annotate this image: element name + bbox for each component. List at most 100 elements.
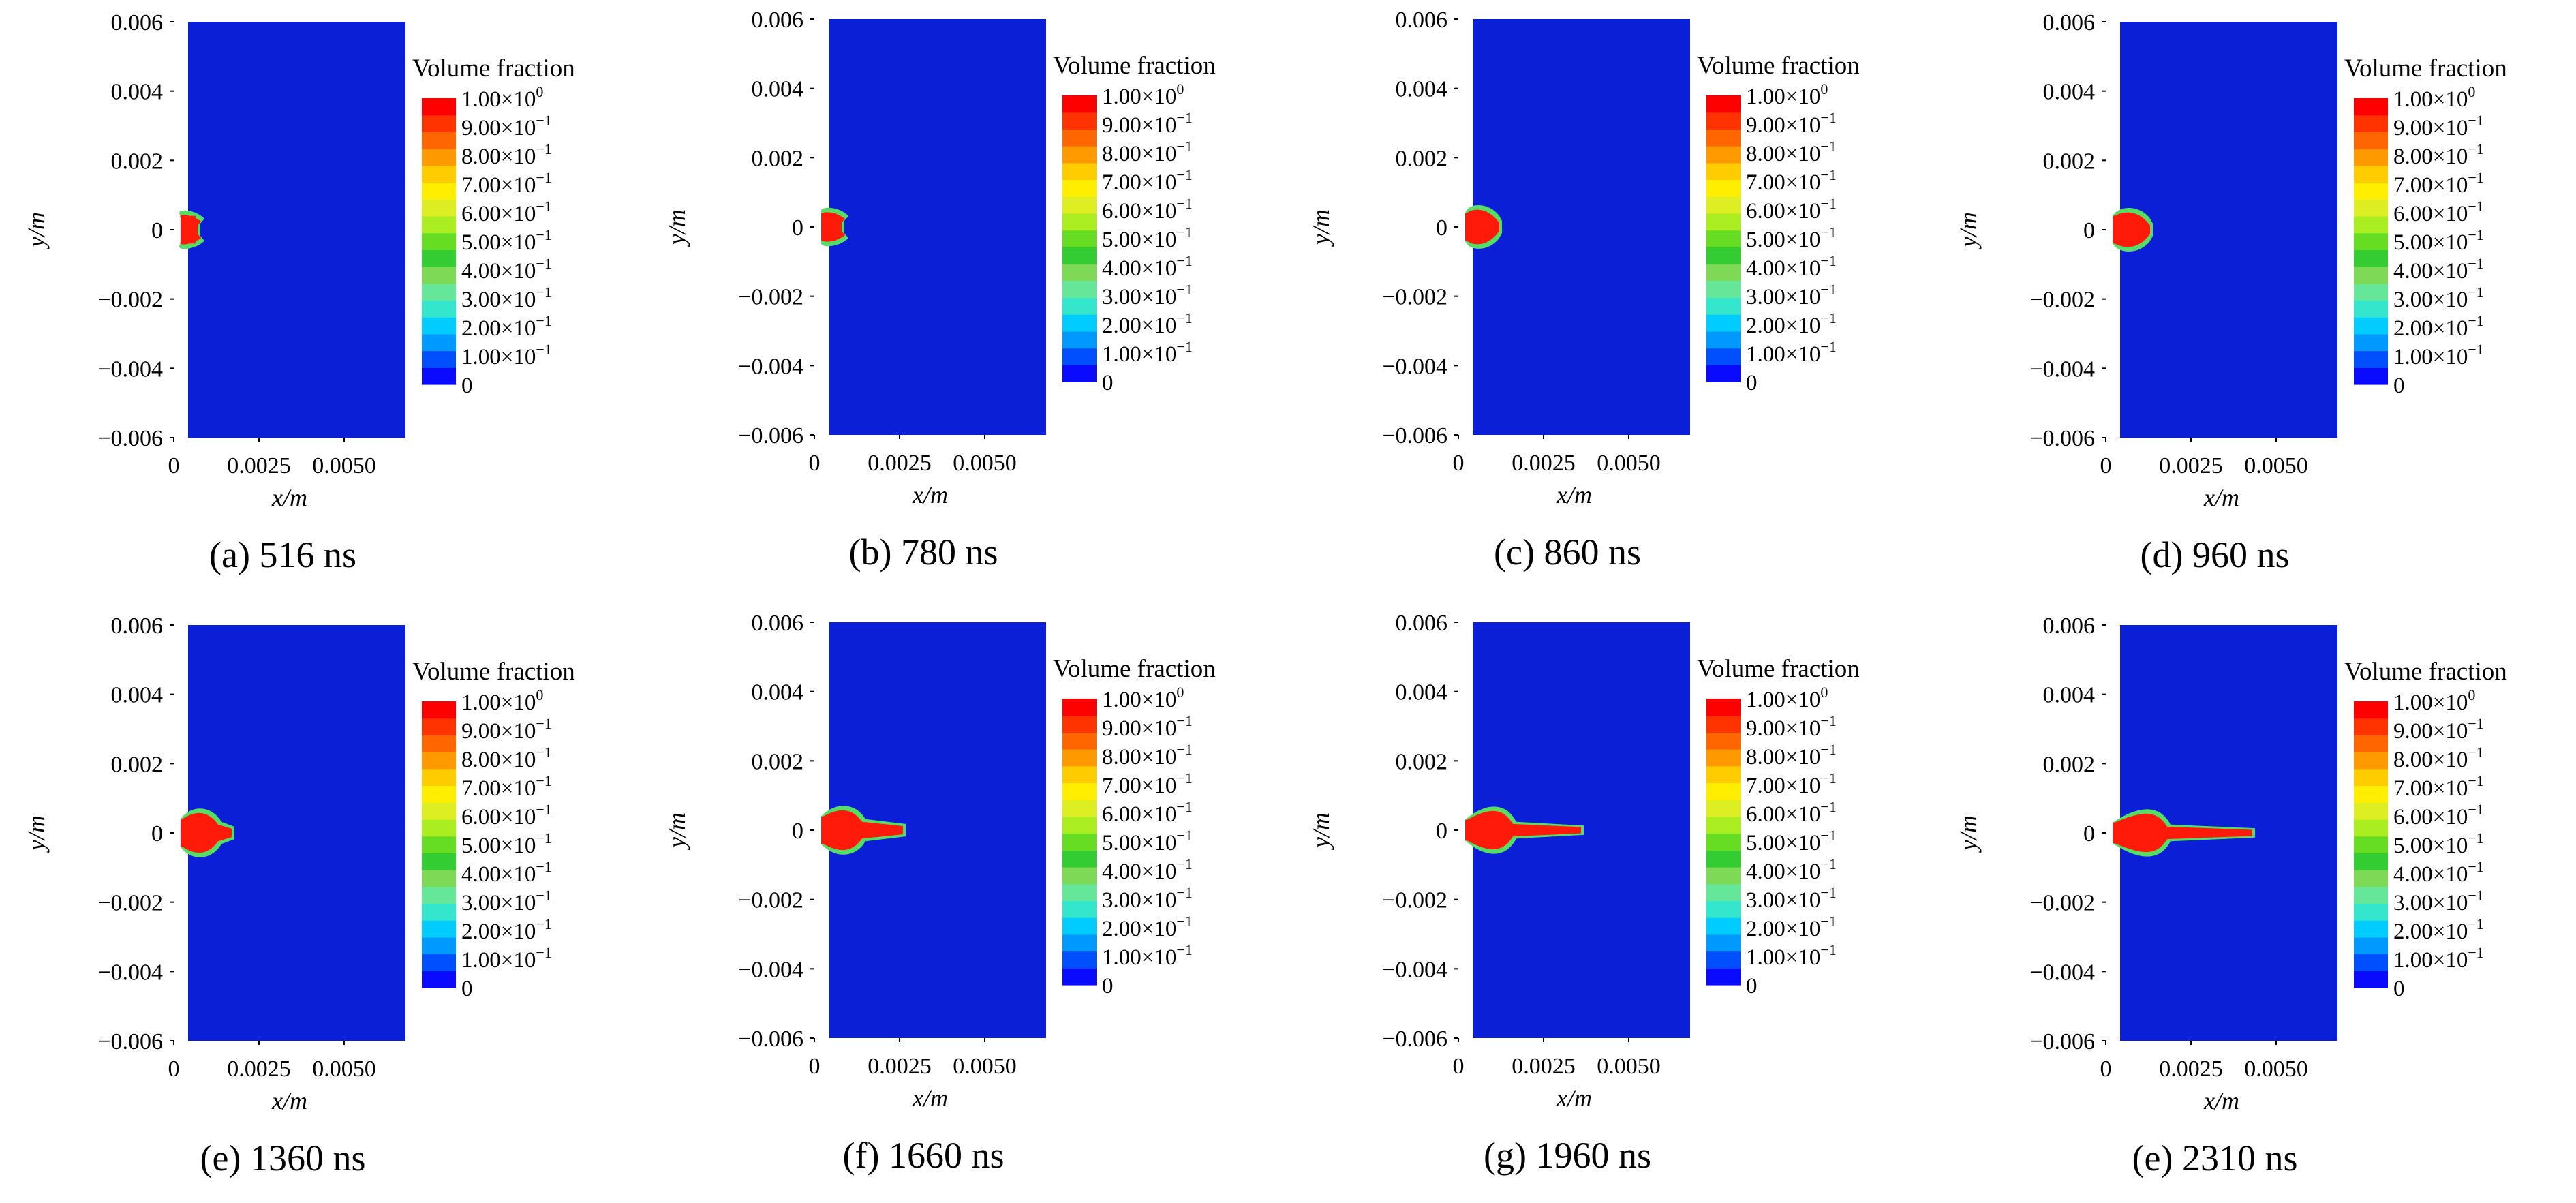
colorbar-tick-base: ×10 xyxy=(2433,719,2468,744)
colorbar-tick-mantissa: 7.00 xyxy=(1102,170,1141,195)
colorbar-swatch xyxy=(1706,314,1741,332)
colorbar-tick-mantissa: 0 xyxy=(1102,974,1114,999)
y-tick-label: −0.006 xyxy=(97,426,163,451)
colorbar-tick-label: 6.00×10−1 xyxy=(461,801,552,829)
colorbar-tick-base: ×10 xyxy=(1141,228,1177,252)
colorbar-swatch xyxy=(1706,146,1741,164)
colorbar-tick-exponent: −1 xyxy=(1820,741,1836,758)
colorbar-tick-base: ×10 xyxy=(2433,919,2468,944)
colorbar-swatch xyxy=(1706,196,1741,214)
colorbar-tick-exponent: −1 xyxy=(536,715,551,732)
y-tick-label: 0.002 xyxy=(752,749,804,774)
y-tick-label: 0.004 xyxy=(111,80,164,105)
colorbar-tick-label: 6.00×10−1 xyxy=(1102,798,1193,827)
colorbar-tick-label: 5.00×10−1 xyxy=(1102,224,1193,252)
y-tick-label: 0.002 xyxy=(2043,752,2096,777)
colorbar-swatch xyxy=(2354,283,2388,301)
colorbar-tick-base: ×10 xyxy=(501,230,536,255)
colorbar-tick-exponent: 0 xyxy=(1176,80,1184,97)
colorbar-tick-mantissa: 0 xyxy=(1746,371,1758,395)
colorbar-tick-base: ×10 xyxy=(1141,802,1177,827)
colorbar-tick-base: ×10 xyxy=(501,891,536,915)
colorbar-tick-label: 1.00×10−1 xyxy=(1102,941,1193,970)
x-tick-label: 0 xyxy=(809,451,821,476)
y-tick-label: −0.006 xyxy=(97,1029,163,1054)
colorbar-swatch xyxy=(1706,900,1741,918)
y-tick-label: 0.002 xyxy=(2043,149,2096,174)
colorbar-tick-base: ×10 xyxy=(1141,745,1177,770)
panel-caption: (f) 1660 ns xyxy=(843,1135,1005,1176)
y-tick-label: −0.004 xyxy=(2029,356,2095,382)
colorbar-swatch xyxy=(1706,112,1741,130)
colorbar-swatch xyxy=(1062,934,1097,952)
x-tick-label: 0 xyxy=(1453,451,1465,476)
colorbar-tick-label: 4.00×10−1 xyxy=(2393,858,2484,887)
colorbar-tick-mantissa: 6.00 xyxy=(1102,199,1141,224)
colorbar-swatch xyxy=(1706,247,1741,264)
colorbar-tick-mantissa: 1.00 xyxy=(2393,948,2433,973)
colorbar-tick-base: ×10 xyxy=(501,345,536,369)
colorbar-tick-label: 2.00×10−1 xyxy=(2393,915,2484,944)
colorbar-tick-base: ×10 xyxy=(501,259,536,284)
colorbar-swatch xyxy=(2354,300,2388,318)
colorbar-swatch xyxy=(1706,179,1741,197)
colorbar-tick-exponent: −1 xyxy=(536,341,551,358)
colorbar-tick-base: ×10 xyxy=(1785,745,1821,770)
colorbar-swatch xyxy=(422,936,456,955)
colorbar-swatch xyxy=(1706,715,1741,733)
y-axis-label: y/m xyxy=(1307,812,1334,850)
colorbar-tick-label: 0 xyxy=(461,374,473,398)
colorbar-tick-mantissa: 7.00 xyxy=(461,776,501,801)
colorbar-swatch xyxy=(422,232,456,250)
colorbar-swatch xyxy=(2354,903,2388,921)
colorbar-tick-label: 8.00×10−1 xyxy=(1102,138,1193,166)
colorbar-tick-mantissa: 5.00 xyxy=(2393,230,2433,255)
colorbar-tick-exponent: −1 xyxy=(1176,770,1192,787)
colorbar-tick-mantissa: 1.00 xyxy=(1746,342,1785,367)
colorbar-tick-label: 9.00×10−1 xyxy=(2393,715,2484,744)
colorbar-tick-base: ×10 xyxy=(1141,888,1177,913)
colorbar-tick-mantissa: 7.00 xyxy=(461,173,501,198)
colorbar-tick-base: ×10 xyxy=(1785,85,1821,109)
colorbar-tick-mantissa: 9.00 xyxy=(461,719,501,744)
colorbar-swatch xyxy=(1706,162,1741,181)
colorbar-tick-label: 9.00×10−1 xyxy=(461,715,552,744)
colorbar-tick-label: 3.00×10−1 xyxy=(461,284,552,312)
colorbar-tick-label: 7.00×10−1 xyxy=(461,772,552,801)
colorbar-tick-mantissa: 2.00 xyxy=(1102,917,1141,941)
colorbar-tick-base: ×10 xyxy=(1785,113,1821,138)
colorbar-swatch xyxy=(1706,883,1741,902)
colorbar-swatch xyxy=(422,199,456,217)
colorbar-swatch xyxy=(1062,280,1097,299)
colorbar-title: Volume fraction xyxy=(2344,55,2507,82)
colorbar-tick-exponent: −1 xyxy=(2468,744,2483,761)
y-tick-label: 0.004 xyxy=(1396,680,1448,705)
colorbar-tick-label: 5.00×10−1 xyxy=(2393,226,2484,255)
colorbar-tick-label: 3.00×10−1 xyxy=(1102,884,1193,913)
colorbar-tick-mantissa: 2.00 xyxy=(461,919,501,944)
colorbar-tick-mantissa: 3.00 xyxy=(2393,891,2433,915)
colorbar-tick-mantissa: 8.00 xyxy=(2393,748,2433,772)
colorbar-tick-base: ×10 xyxy=(1785,142,1821,166)
colorbar-tick-label: 7.00×10−1 xyxy=(2393,772,2484,801)
colorbar-tick-label: 9.00×10−1 xyxy=(2393,112,2484,140)
nozzle xyxy=(181,215,196,244)
y-tick-label: 0.006 xyxy=(2043,10,2096,35)
colorbar-swatch xyxy=(2354,971,2388,988)
colorbar-swatch xyxy=(1062,297,1097,315)
colorbar-swatch xyxy=(1062,196,1097,214)
colorbar-tick-mantissa: 7.00 xyxy=(1746,170,1785,195)
x-tick-label: 0.0025 xyxy=(868,1054,932,1079)
colorbar-tick-mantissa: 6.00 xyxy=(1102,802,1141,827)
colorbar-tick-label: 2.00×10−1 xyxy=(1746,309,1837,338)
colorbar-tick-exponent: −1 xyxy=(536,169,551,186)
y-tick-label: 0 xyxy=(2083,821,2095,847)
colorbar-tick-exponent: −1 xyxy=(2468,915,2483,932)
colorbar-swatch xyxy=(422,903,456,921)
colorbar-tick-base: ×10 xyxy=(501,87,536,112)
colorbar-tick-base: ×10 xyxy=(1785,228,1821,252)
colorbar-swatch xyxy=(2354,367,2388,385)
colorbar-tick-exponent: −1 xyxy=(2468,772,2483,789)
